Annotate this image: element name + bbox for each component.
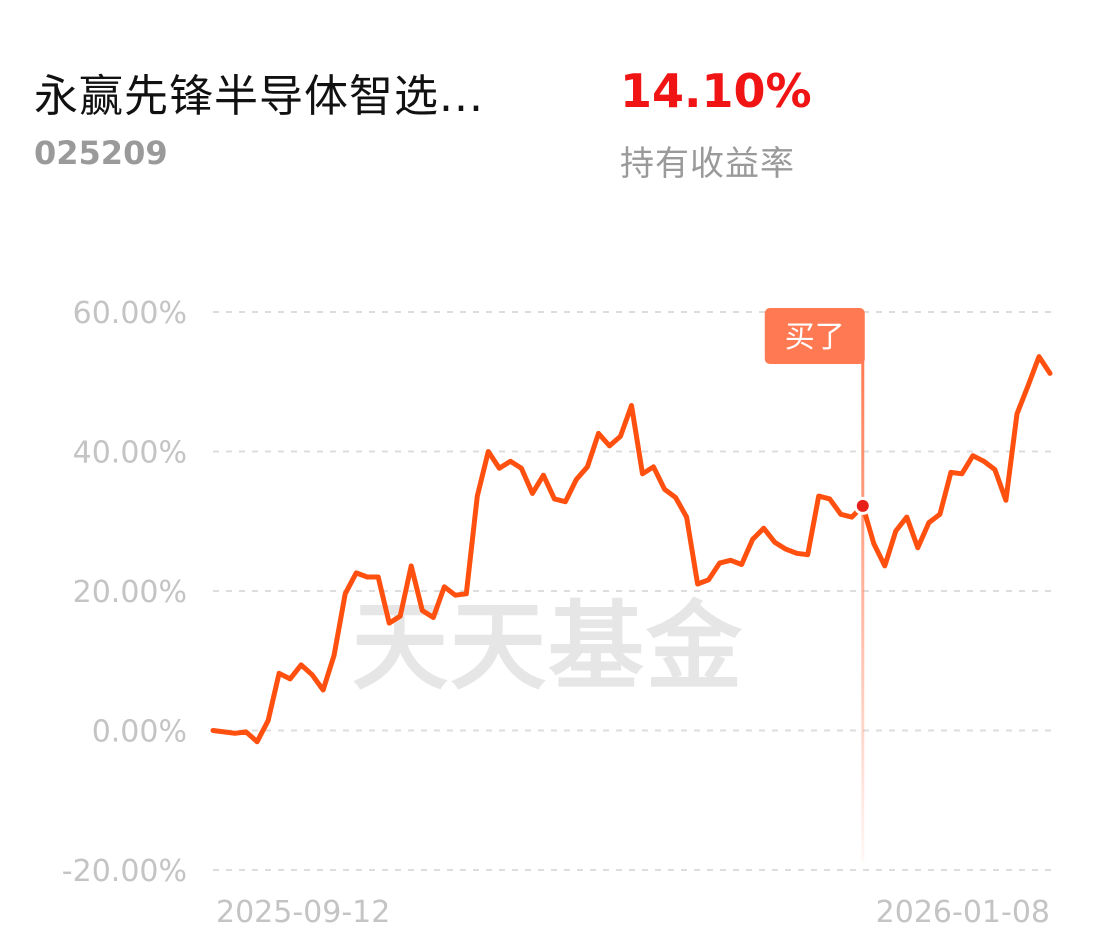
buy-marker: 买了 (764, 308, 865, 862)
return-series-line (210, 354, 1053, 745)
x-tick-label: 2026-01-08 (876, 895, 1050, 930)
buy-point[interactable] (856, 499, 869, 512)
y-tick-label: 20.00% (73, 575, 187, 610)
fund-code: 025209 (34, 134, 168, 172)
y-tick-label: 40.00% (73, 436, 187, 471)
fund-name: 永赢先锋半导体智选... (34, 71, 484, 122)
x-axis: 2025-09-12 2026-01-08 (216, 895, 1050, 930)
y-tick-label: -20.00% (62, 854, 187, 889)
y-tick-label: 60.00% (73, 296, 187, 331)
series-layer (210, 354, 1053, 745)
x-tick-label: 2025-09-12 (216, 895, 390, 930)
y-axis: 60.00% 40.00% 20.00% 0.00% -20.00% (62, 296, 187, 889)
grid-lines (213, 311, 1052, 871)
buy-marker-label: 买了 (785, 320, 845, 355)
buy-marker-box (764, 308, 865, 364)
holding-return-label: 持有收益率 (620, 144, 795, 184)
buy-marker-line (861, 360, 865, 862)
holding-return-value: 14.10% (620, 64, 812, 118)
y-tick-label: 0.00% (92, 715, 187, 750)
buy-point-layer (853, 496, 872, 515)
watermark: 天天基金 (352, 591, 744, 703)
